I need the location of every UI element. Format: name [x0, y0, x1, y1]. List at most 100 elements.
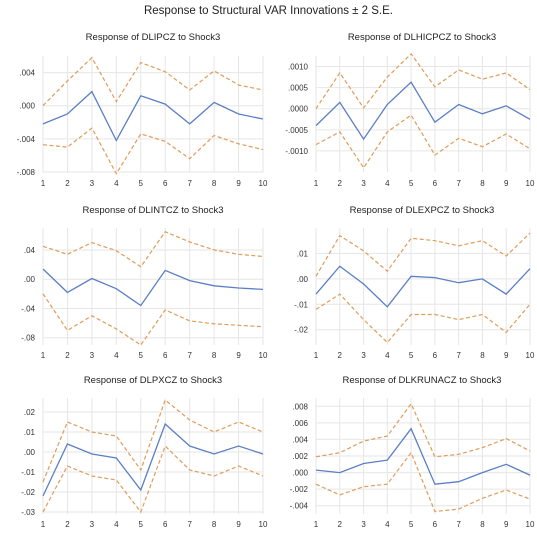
- x-tick-label: 4: [114, 520, 119, 529]
- y-tick-label: -.01: [21, 468, 35, 477]
- y-tick-label: .00: [24, 275, 36, 284]
- upper-band-line: [315, 52, 531, 110]
- y-tick-label: -.004: [17, 135, 36, 144]
- y-tick-label: .04: [24, 246, 36, 255]
- x-tick-label: 2: [338, 351, 343, 360]
- x-tick-label: 5: [139, 351, 144, 360]
- x-tick-label: 1: [41, 351, 46, 360]
- chart-panel: Response of DLHICPCZ to Shock3 .0010 .0005…: [285, 32, 535, 188]
- x-tick-label: 9: [504, 520, 509, 529]
- response-line: [42, 422, 264, 497]
- upper-band-line: [42, 398, 264, 483]
- panel-title: Response of DLHICPCZ to Shock3: [348, 32, 496, 43]
- x-tick-label: 4: [385, 351, 390, 360]
- response-line: [315, 81, 531, 141]
- x-tick-label: 7: [187, 179, 192, 188]
- y-tick-label: -.02: [294, 326, 308, 335]
- x-tick-label: 6: [433, 520, 438, 529]
- response-line: [315, 265, 531, 308]
- x-tick-label: 8: [212, 520, 217, 529]
- x-tick-label: 1: [41, 520, 46, 529]
- x-tick-label: 2: [65, 351, 70, 360]
- upper-band-line: [42, 230, 264, 268]
- response-line: [315, 427, 531, 485]
- y-tick-label: .00: [24, 448, 36, 457]
- y-tick-label: .004: [292, 435, 308, 444]
- x-tick-label: 1: [314, 179, 319, 188]
- y-tick-label: -.0010: [285, 147, 308, 156]
- x-tick-label: 3: [361, 520, 366, 529]
- panel-title: Response of DLPXCZ to Shock3: [84, 375, 222, 386]
- x-tick-label: 5: [409, 351, 414, 360]
- y-tick-label: .01: [24, 428, 36, 437]
- y-tick-label: -.04: [21, 304, 35, 313]
- x-tick-label: 5: [139, 179, 144, 188]
- x-tick-label: 3: [90, 351, 95, 360]
- chart-panel: Response of DLINTCZ to Shock3 .04 .00 -.04 -…: [21, 205, 268, 360]
- x-tick-label: 7: [456, 179, 461, 188]
- y-tick-label: -.0005: [285, 126, 308, 135]
- x-tick-label: 6: [433, 351, 438, 360]
- y-tick-label: .0005: [288, 84, 309, 93]
- chart-panel: Response of DLIPCZ to Shock3 .004 .000 -.00…: [17, 32, 268, 188]
- x-tick-label: 1: [41, 179, 46, 188]
- panel-title: Response of DLKRUNACZ to Shock3: [343, 375, 502, 386]
- panel-title: Response of DLINTCZ to Shock3: [83, 205, 224, 216]
- x-tick-label: 10: [259, 351, 268, 360]
- x-tick-label: 7: [187, 351, 192, 360]
- x-tick-label: 2: [65, 179, 70, 188]
- lower-band-line: [315, 451, 531, 513]
- chart-panel: Response of DLEXPCZ to Shock3 .01 .00 -.01 -…: [294, 205, 535, 360]
- x-tick-label: 2: [338, 179, 343, 188]
- y-tick-label: -.08: [21, 334, 35, 343]
- x-tick-label: 1: [314, 520, 319, 529]
- y-tick-label: .000: [19, 102, 35, 111]
- y-tick-label: .00: [297, 275, 309, 284]
- y-tick-label: -.002: [290, 485, 309, 494]
- y-tick-label: .008: [292, 402, 308, 411]
- upper-band-line: [42, 56, 264, 107]
- x-tick-label: 9: [236, 351, 241, 360]
- x-tick-label: 9: [236, 179, 241, 188]
- x-tick-label: 10: [526, 351, 535, 360]
- y-tick-label: .004: [19, 69, 35, 78]
- y-tick-label: -.01: [294, 300, 308, 309]
- x-tick-label: 3: [361, 351, 366, 360]
- y-tick-label: .000: [292, 469, 308, 478]
- x-tick-label: 8: [212, 179, 217, 188]
- x-tick-label: 7: [187, 520, 192, 529]
- y-tick-label: .02: [24, 408, 36, 417]
- x-tick-label: 8: [212, 351, 217, 360]
- x-tick-label: 5: [139, 520, 144, 529]
- x-tick-label: 10: [526, 520, 535, 529]
- x-tick-label: 2: [338, 520, 343, 529]
- x-tick-label: 7: [456, 351, 461, 360]
- x-tick-label: 9: [504, 351, 509, 360]
- y-tick-label: .01: [297, 249, 309, 258]
- response-line: [42, 268, 264, 307]
- response-line: [42, 90, 264, 142]
- x-tick-label: 10: [259, 520, 268, 529]
- x-tick-label: 4: [114, 351, 119, 360]
- panel-title: Response of DLEXPCZ to Shock3: [350, 205, 495, 216]
- x-tick-label: 1: [314, 351, 319, 360]
- x-tick-label: 3: [90, 520, 95, 529]
- chart-panel: Response of DLKRUNACZ to Shock3 .008 .006.…: [290, 375, 535, 529]
- x-tick-label: 3: [90, 179, 95, 188]
- x-tick-label: 7: [456, 520, 461, 529]
- x-tick-label: 8: [480, 351, 485, 360]
- lower-band-line: [42, 444, 264, 514]
- x-tick-label: 4: [114, 179, 119, 188]
- x-tick-label: 5: [409, 179, 414, 188]
- y-tick-label: -.004: [290, 502, 309, 511]
- x-tick-label: 5: [409, 520, 414, 529]
- x-tick-label: 3: [361, 179, 366, 188]
- upper-band-line: [315, 232, 531, 277]
- x-tick-label: 8: [480, 179, 485, 188]
- x-tick-label: 2: [65, 520, 70, 529]
- lower-band-line: [315, 293, 531, 344]
- lower-band-line: [315, 114, 531, 169]
- x-tick-label: 9: [504, 179, 509, 188]
- chart-panel: Response of DLPXCZ to Shock3 .02 .01 .00 -.0…: [21, 375, 268, 529]
